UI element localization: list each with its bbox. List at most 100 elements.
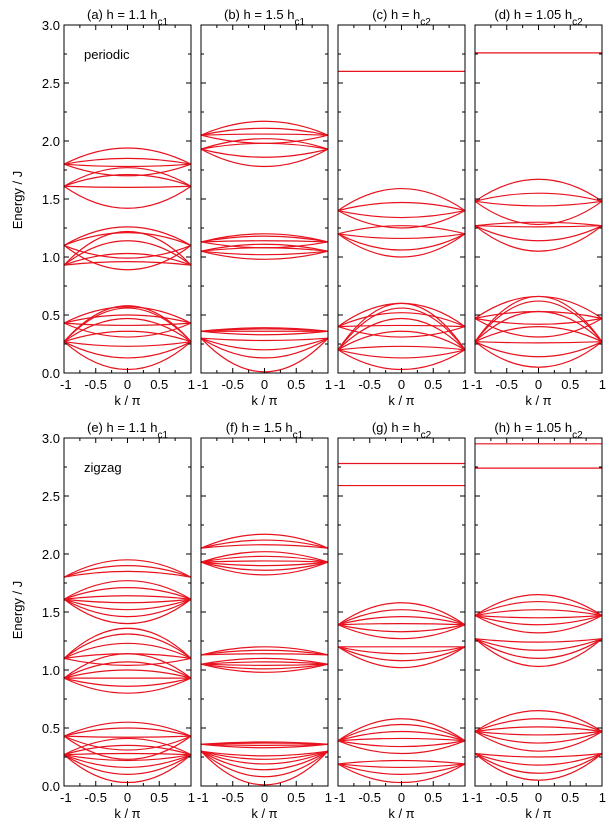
band-line — [200, 649, 329, 656]
x-tick-label: 1 — [188, 377, 195, 392]
band-line — [63, 307, 192, 343]
panel-d: (d) h = 1.05 hc2 -1 -0.5 0 0.5 1 k / π — [471, 7, 606, 408]
band-line — [337, 718, 466, 742]
band-line — [200, 134, 329, 144]
boundary-label: periodic — [84, 47, 130, 62]
band-line — [337, 225, 466, 235]
band-line — [474, 225, 603, 228]
band-line — [63, 314, 192, 324]
band-line — [474, 752, 603, 766]
band-line — [200, 233, 329, 243]
band-line — [63, 744, 192, 756]
band-line — [337, 763, 466, 784]
band-line — [337, 318, 466, 351]
x-axis-label: k / π — [251, 806, 277, 821]
x-tick-label: 0.5 — [561, 790, 579, 805]
band-line — [474, 295, 603, 343]
band-line — [337, 646, 466, 655]
panel-h: (h) h = 1.05 hc2 -1 -0.5 0 0.5 1 k / π — [471, 420, 606, 821]
band-line — [337, 349, 466, 359]
band-line — [63, 633, 192, 659]
band-line — [63, 727, 192, 737]
band-line — [337, 646, 466, 662]
band-line — [474, 726, 603, 733]
band-line — [63, 322, 192, 327]
band-line — [63, 598, 192, 604]
band-line — [474, 753, 603, 781]
band-line — [63, 752, 192, 756]
x-tick-label: -1 — [60, 790, 72, 805]
band-line — [337, 763, 466, 769]
band-line — [337, 602, 466, 626]
band-line — [63, 669, 192, 679]
x-tick-label: 0 — [398, 377, 405, 392]
band-line — [474, 326, 603, 343]
band-line — [474, 638, 603, 643]
panel-frame — [337, 437, 466, 787]
band-line — [474, 295, 603, 319]
band-line — [474, 200, 603, 207]
band-line — [337, 233, 466, 240]
x-axis-label: k / π — [114, 393, 140, 408]
x-tick-label: 1 — [462, 790, 469, 805]
x-tick-label: 0.5 — [561, 377, 579, 392]
band-line — [200, 561, 329, 571]
band-line — [200, 741, 329, 745]
band-line — [337, 624, 466, 633]
band-line — [337, 723, 466, 742]
y-tick-label: 0.0 — [42, 779, 60, 794]
band-line — [63, 185, 192, 209]
band-line — [63, 252, 192, 266]
band-line — [63, 306, 192, 324]
band-line — [337, 330, 466, 351]
band-line — [474, 638, 603, 667]
band-line — [474, 730, 603, 736]
band-line — [474, 221, 603, 227]
boundary-label: zigzag — [84, 460, 122, 475]
y-tick-label: 2.0 — [42, 134, 60, 149]
y-tick-label: 2.5 — [42, 76, 60, 91]
band-line — [200, 560, 329, 563]
band-line — [337, 307, 466, 351]
band-line — [200, 120, 329, 136]
band-line — [200, 337, 329, 351]
x-tick-label: 0 — [398, 790, 405, 805]
panel-title: (g) h = hc2 — [372, 420, 432, 441]
band-line — [474, 600, 603, 617]
band-line — [63, 653, 192, 659]
band-line — [63, 318, 192, 343]
band-line — [63, 163, 192, 168]
band-line — [200, 657, 329, 665]
x-tick-label: 1 — [325, 377, 332, 392]
x-tick-label: 0.5 — [424, 377, 442, 392]
band-line — [337, 233, 466, 251]
band-line — [337, 740, 466, 755]
x-tick-label: 0.5 — [287, 377, 305, 392]
band-line — [63, 341, 192, 359]
band-line — [200, 750, 329, 778]
band-line — [63, 261, 192, 266]
band-line — [200, 533, 329, 549]
y-tick-label: 1.5 — [42, 605, 60, 620]
band-line — [200, 127, 329, 136]
band-line — [200, 337, 329, 359]
band-line — [63, 735, 192, 738]
x-tick-label: -1 — [471, 790, 483, 805]
band-line — [63, 167, 192, 187]
band-line — [474, 225, 603, 252]
band-line — [474, 192, 603, 202]
band-line — [474, 341, 603, 344]
band-line — [337, 302, 466, 328]
y-tick-label: 3.0 — [42, 18, 60, 33]
band-line — [200, 561, 329, 576]
x-tick-label: 0 — [124, 790, 131, 805]
band-line — [474, 609, 603, 617]
y-tick-label: 3.0 — [42, 431, 60, 446]
x-tick-label: 0.5 — [150, 790, 168, 805]
band-line — [474, 638, 603, 659]
band-line — [200, 555, 329, 563]
band-line — [200, 539, 329, 549]
x-tick-label: -1 — [334, 790, 346, 805]
band-line — [63, 580, 192, 600]
band-line — [63, 735, 192, 751]
